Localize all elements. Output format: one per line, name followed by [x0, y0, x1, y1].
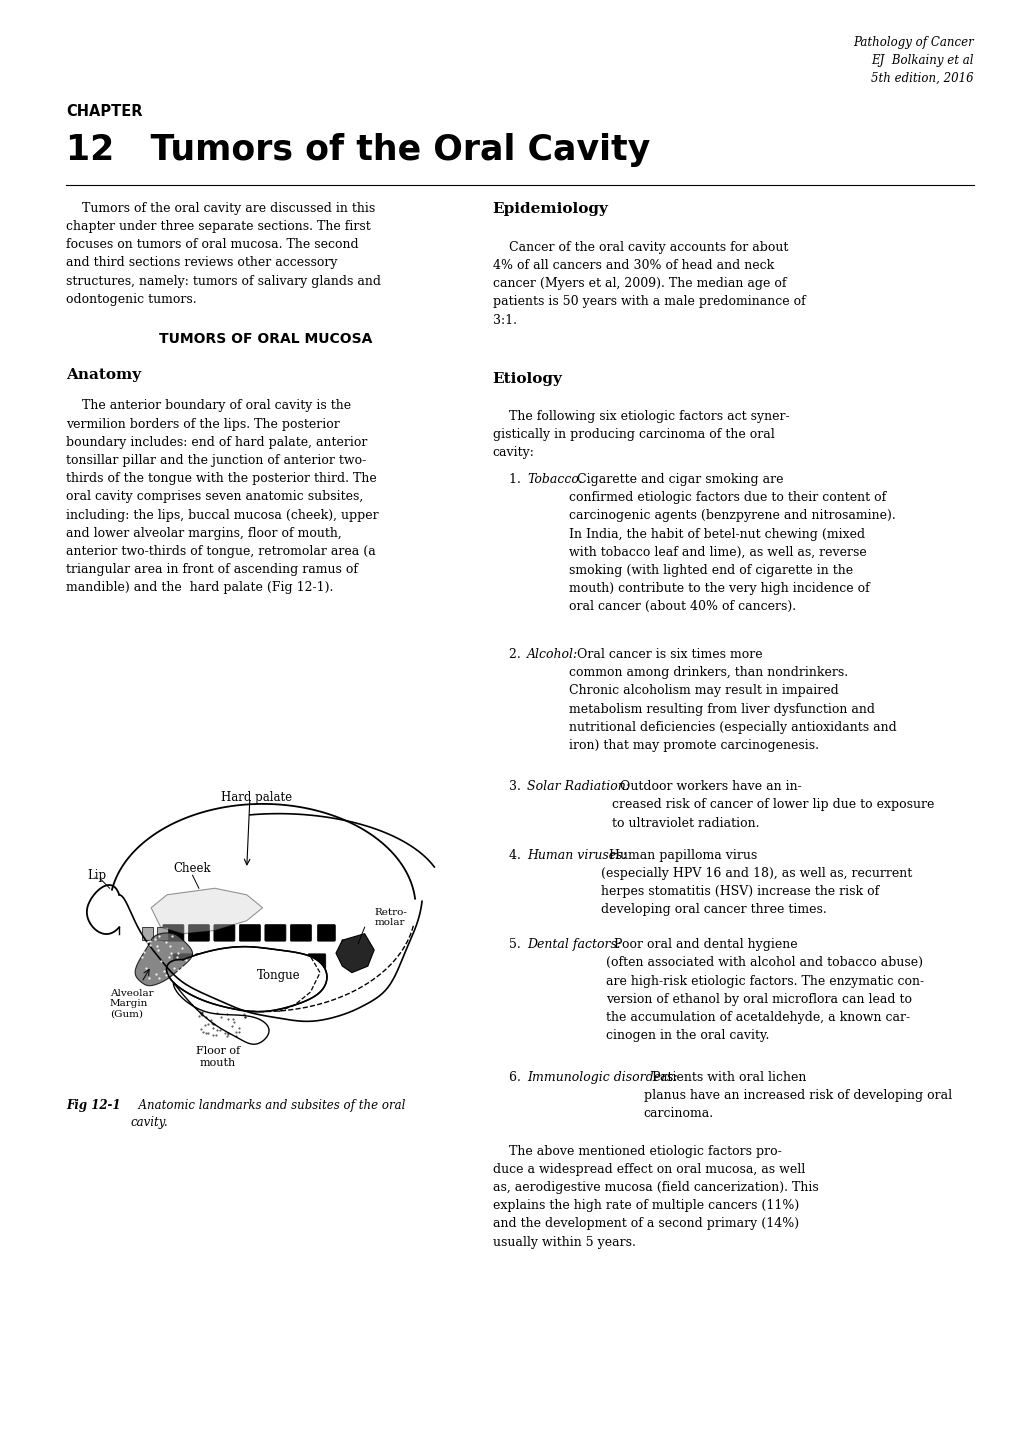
FancyBboxPatch shape — [163, 924, 183, 942]
Text: Fig 12-1: Fig 12-1 — [66, 1099, 120, 1112]
FancyBboxPatch shape — [265, 924, 285, 942]
Text: Human viruses:: Human viruses: — [527, 848, 626, 861]
FancyBboxPatch shape — [239, 924, 260, 942]
Text: The following six etiologic factors act syner-
gistically in producing carcinoma: The following six etiologic factors act … — [492, 410, 789, 459]
Text: 6.: 6. — [492, 1070, 524, 1083]
FancyBboxPatch shape — [262, 953, 281, 969]
Text: Outdoor workers have an in-
creased risk of cancer of lower lip due to exposure
: Outdoor workers have an in- creased risk… — [611, 780, 933, 829]
Bar — [143, 927, 153, 940]
Text: Alveolar
Margin
(Gum): Alveolar Margin (Gum) — [110, 989, 153, 1018]
Text: 5.: 5. — [492, 939, 524, 952]
Text: Immunologic disorders:: Immunologic disorders: — [527, 1070, 677, 1083]
FancyBboxPatch shape — [189, 924, 209, 942]
Text: Solar Radiation:: Solar Radiation: — [527, 780, 630, 793]
Text: Retro-
molar: Retro- molar — [374, 908, 407, 927]
Text: 12   Tumors of the Oral Cavity: 12 Tumors of the Oral Cavity — [66, 133, 650, 167]
Text: Epidemiology: Epidemiology — [492, 202, 608, 216]
Text: Dental factors:: Dental factors: — [527, 939, 621, 952]
Text: 3.: 3. — [492, 780, 524, 793]
Text: The anterior boundary of oral cavity is the
vermilion borders of the lips. The p: The anterior boundary of oral cavity is … — [66, 399, 378, 594]
FancyBboxPatch shape — [290, 924, 311, 942]
Text: 2.: 2. — [492, 647, 524, 660]
Text: Oral cancer is six times more
common among drinkers, than nondrinkers.
Chronic a: Oral cancer is six times more common amo… — [569, 647, 897, 751]
Polygon shape — [151, 888, 263, 934]
FancyBboxPatch shape — [218, 953, 237, 969]
Text: Human papilloma virus
(especially HPV 16 and 18), as well as, recurrent
herpes s: Human papilloma virus (especially HPV 16… — [600, 848, 912, 916]
Text: The above mentioned etiologic factors pro-
duce a widespread effect on oral muco: The above mentioned etiologic factors pr… — [492, 1145, 817, 1249]
Text: Anatomy: Anatomy — [66, 368, 142, 382]
Text: Alcohol:: Alcohol: — [527, 647, 578, 660]
FancyBboxPatch shape — [317, 924, 335, 942]
Text: Anatomic landmarks and subsites of the oral
cavity.: Anatomic landmarks and subsites of the o… — [130, 1099, 405, 1129]
Text: Cigarette and cigar smoking are
confirmed etiologic factors due to their content: Cigarette and cigar smoking are confirme… — [569, 473, 896, 613]
FancyBboxPatch shape — [173, 953, 193, 969]
Text: Tobacco.: Tobacco. — [527, 473, 582, 486]
FancyBboxPatch shape — [284, 953, 304, 969]
Text: 1.: 1. — [492, 473, 524, 486]
Polygon shape — [173, 982, 269, 1044]
Text: Lip: Lip — [88, 868, 106, 883]
Text: Pathology of Cancer
EJ  Bolkainy et al
5th edition, 2016: Pathology of Cancer EJ Bolkainy et al 5t… — [853, 36, 973, 85]
FancyBboxPatch shape — [196, 953, 215, 969]
Text: 4.: 4. — [492, 848, 524, 861]
Text: Patients with oral lichen
planus have an increased risk of developing oral
carci: Patients with oral lichen planus have an… — [643, 1070, 951, 1120]
Text: Hard palate: Hard palate — [220, 790, 291, 805]
Text: Floor of
mouth: Floor of mouth — [196, 1047, 239, 1067]
Text: Etiology: Etiology — [492, 372, 562, 386]
Text: CHAPTER: CHAPTER — [66, 104, 143, 118]
Text: Poor oral and dental hygiene
(often associated with alcohol and tobacco abuse)
a: Poor oral and dental hygiene (often asso… — [606, 939, 923, 1043]
Polygon shape — [335, 934, 374, 972]
FancyBboxPatch shape — [308, 953, 325, 969]
FancyBboxPatch shape — [214, 924, 234, 942]
Text: Tumors of the oral cavity are discussed in this
chapter under three separate sec: Tumors of the oral cavity are discussed … — [66, 202, 381, 306]
Text: TUMORS OF ORAL MUCOSA: TUMORS OF ORAL MUCOSA — [158, 332, 372, 346]
Text: Cancer of the oral cavity accounts for about
4% of all cancers and 30% of head a: Cancer of the oral cavity accounts for a… — [492, 241, 805, 327]
Bar — [157, 927, 168, 940]
Polygon shape — [166, 946, 327, 1012]
Text: Tongue: Tongue — [257, 969, 301, 982]
FancyBboxPatch shape — [239, 953, 260, 969]
Polygon shape — [135, 933, 193, 986]
Text: Cheek: Cheek — [173, 862, 211, 875]
